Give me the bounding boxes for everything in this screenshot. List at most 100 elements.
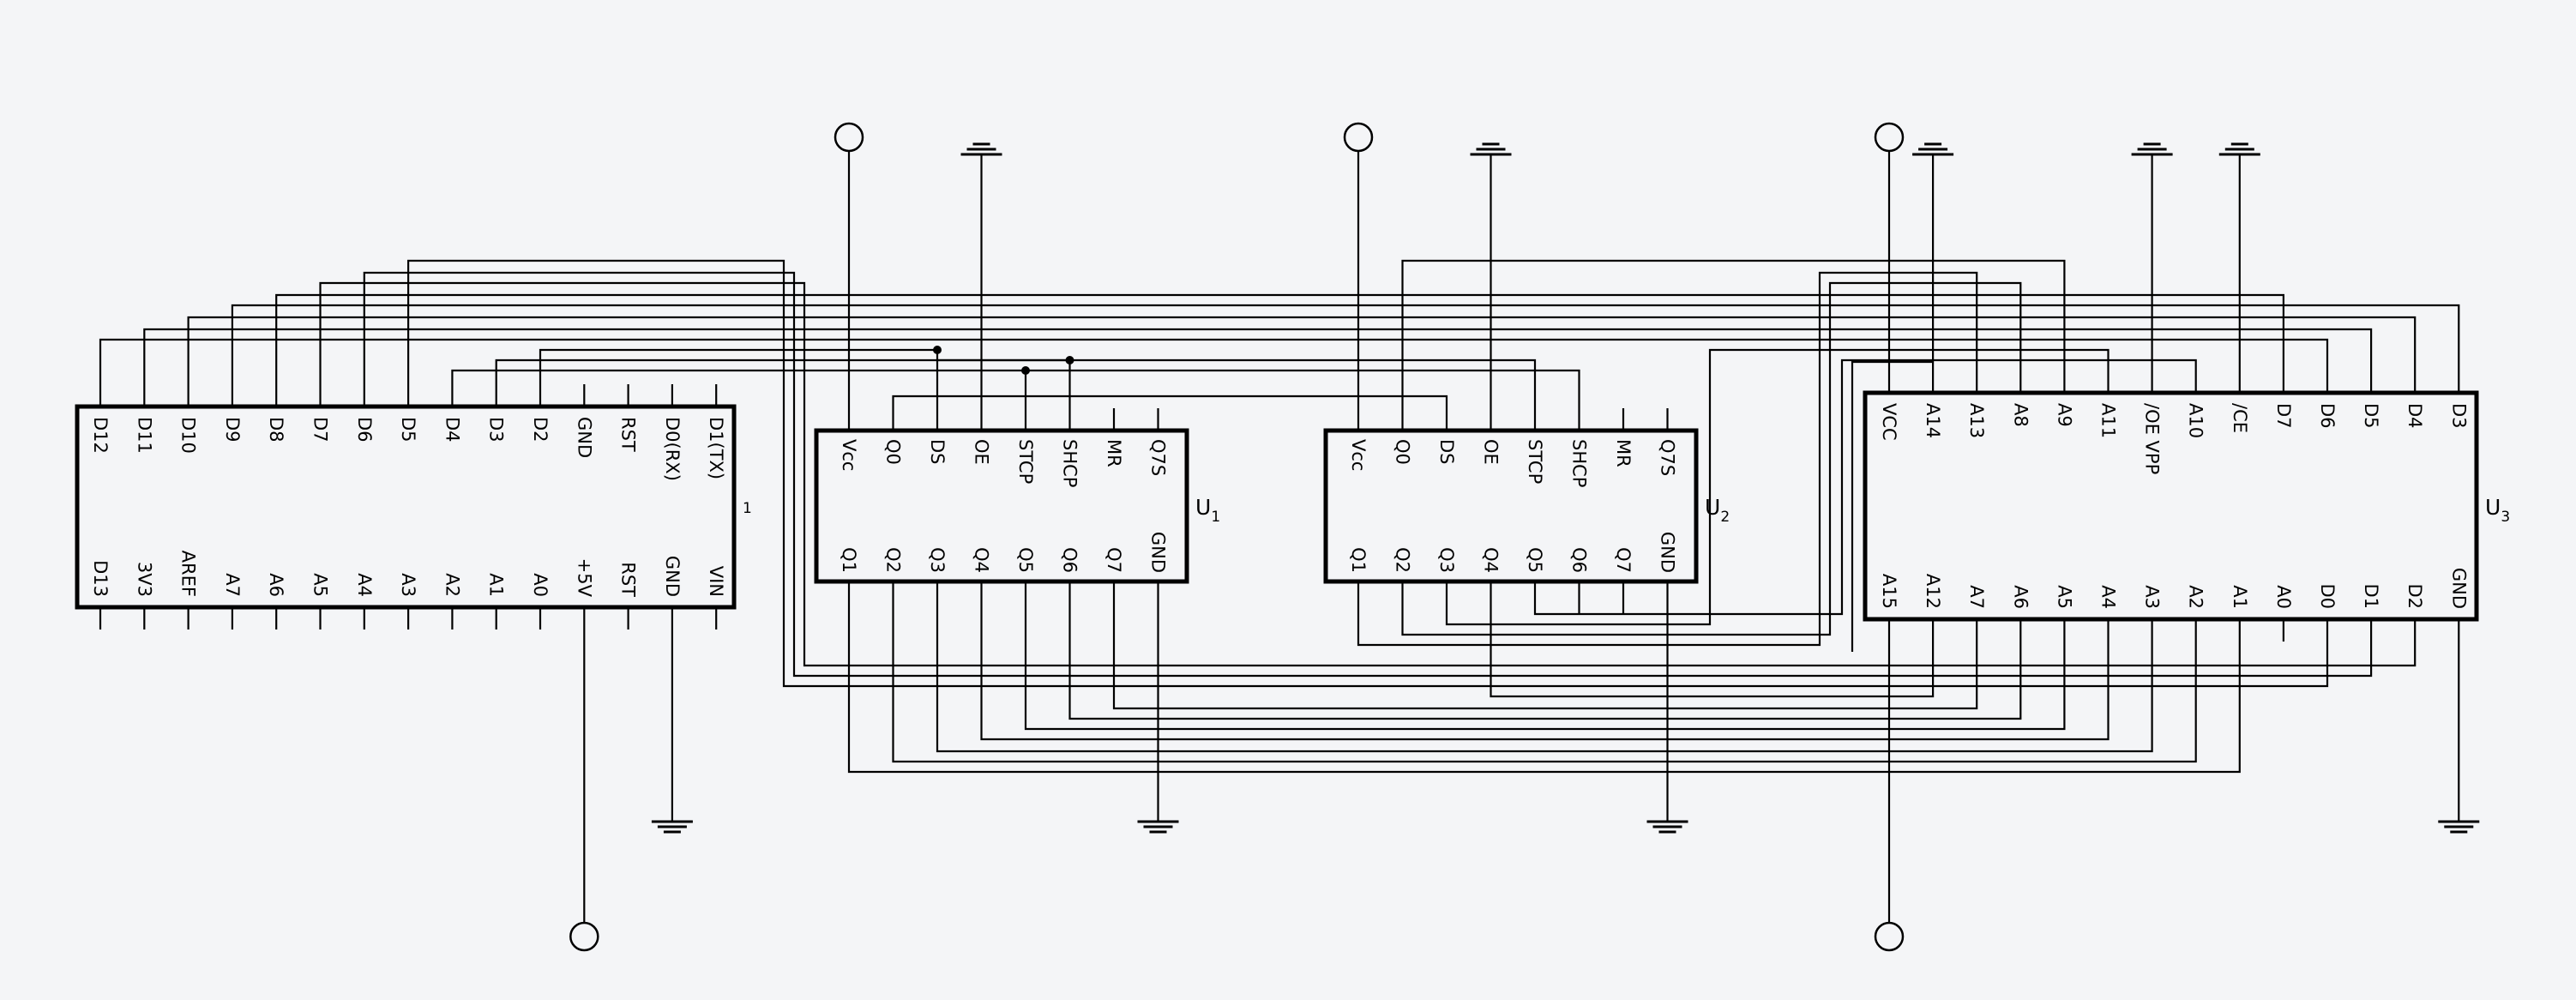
u3-top-pin-label: D3 xyxy=(2448,403,2469,429)
wire-u2-q4 xyxy=(1490,604,1935,698)
arduino-bottom-pin-label: RST xyxy=(618,562,639,597)
u1-bottom-pin-label: Q6 xyxy=(1060,547,1080,573)
arduino-bottom-pin-label: A6 xyxy=(266,573,286,597)
u3-top-pin-label: D6 xyxy=(2317,403,2338,429)
u3-bottom-pin-label: D0 xyxy=(2317,583,2338,609)
wire-u2-q5 xyxy=(1533,358,2197,616)
u3-top-pin-label: A8 xyxy=(2010,403,2031,427)
u1-top-pin-label: OE xyxy=(972,439,992,465)
u2-bottom-pin-label: Q2 xyxy=(1393,547,1413,573)
u3-top-pin-label: A10 xyxy=(2186,403,2206,438)
u2-top-pin-label: Vcc xyxy=(1348,439,1369,471)
arduino-bottom-pin-label: A4 xyxy=(354,573,375,597)
eeprom-u3-body xyxy=(1863,390,2479,622)
u2-designator: U2 xyxy=(1705,495,1730,526)
wire-u2-q0 xyxy=(1401,259,2066,408)
ground-u2-icon xyxy=(1646,820,1688,834)
u1-top-pin-label: Q7S xyxy=(1148,439,1169,476)
u1-top-pin-label: SHCP xyxy=(1060,439,1080,487)
u3-bottom-pin-label: A4 xyxy=(2098,585,2119,609)
shift-register-u2-body xyxy=(1323,428,1699,584)
power-symbols xyxy=(569,122,2480,952)
arduino-top-pin-label: D8 xyxy=(266,417,286,443)
wire-u1-q5 xyxy=(1024,604,2066,731)
ground-u3-ce-icon xyxy=(2218,142,2260,156)
wire-d6-d1 xyxy=(363,271,2373,678)
wires xyxy=(99,151,2460,923)
arduino-bottom-pin-label: GND xyxy=(662,556,683,597)
wire-d3-shcp xyxy=(495,358,1071,408)
wire-u2-q3 xyxy=(1445,348,2110,626)
arduino-bottom-pin-label: A2 xyxy=(442,573,462,597)
u3-bottom-pin-label: A12 xyxy=(1923,574,1943,609)
u2-top-pin-label: MR xyxy=(1613,439,1634,467)
junction-dot xyxy=(933,346,942,354)
u1-bottom-pin-label: GND xyxy=(1148,532,1169,573)
arduino-top-pin-label: D6 xyxy=(354,417,375,443)
wire-u1-q1 xyxy=(847,604,2241,774)
u3-top-pin-label: VCC xyxy=(1879,403,1899,441)
junction-dots xyxy=(933,346,1074,375)
u2-bottom-pin-label: Q3 xyxy=(1436,547,1457,573)
u3-bottom-pin-label: A1 xyxy=(2230,585,2250,609)
arduino-bottom-pin-label: A1 xyxy=(486,573,507,597)
arduino-bottom-pin-label: AREF xyxy=(178,551,199,597)
u3-bottom-pin-label: D1 xyxy=(2361,583,2381,609)
u3-top-pin-label: A14 xyxy=(1923,403,1943,438)
u3-top-pin-label: A13 xyxy=(1966,403,1987,438)
u2-top-pin-label: STCP xyxy=(1525,439,1545,484)
u3-bottom-pin-label: A7 xyxy=(1966,585,1987,609)
arduino-top-pin-label: D9 xyxy=(222,417,243,443)
arduino-top-pin-label: RST xyxy=(618,417,639,452)
wire-u2-a13 xyxy=(1851,360,1934,652)
u1-top-pin-label: Q0 xyxy=(883,439,904,465)
pin-labels: D12 D11 D10 D9 D8 D7 D6 D5 D4 D3 D2 GND RST D0(RX) D1(… xyxy=(90,403,2469,609)
arduino-top-pin-label: D4 xyxy=(442,417,462,443)
ground-u2-oe-icon xyxy=(1470,142,1512,156)
arduino-top-pin-label: D10 xyxy=(178,417,199,454)
u3-top-pin-label: A9 xyxy=(2054,403,2074,427)
u2-top-pin-label: DS xyxy=(1436,439,1457,465)
wire-d7-d2 xyxy=(319,281,2417,667)
vcc-supply-u1-icon xyxy=(834,122,864,153)
wire-d8-d7 xyxy=(275,293,2284,384)
u2-bottom-pin-label: GND xyxy=(1658,532,1678,573)
u2-bottom-pin-label: Q7 xyxy=(1613,547,1634,573)
vcc-supply-a15-icon xyxy=(1874,921,1905,952)
u3-bottom-pin-label: A2 xyxy=(2186,585,2206,609)
arduino-top-pin-label: D5 xyxy=(398,417,418,443)
u3-bottom-pin-label: A15 xyxy=(1879,574,1899,609)
ground-u1-oe-icon xyxy=(960,142,1002,156)
wire-shcp-u2 xyxy=(1026,369,1580,408)
u2-top-pin-label: SHCP xyxy=(1569,439,1590,487)
wire-d2-ds xyxy=(539,348,939,408)
u2-bottom-pin-label: Q4 xyxy=(1481,547,1502,573)
arduino-top-pin-label: D12 xyxy=(90,417,111,454)
u2-top-pin-label: Q0 xyxy=(1393,439,1413,465)
pin-stubs xyxy=(99,370,2460,642)
u2-bottom-pin-label: Q5 xyxy=(1525,547,1545,573)
arduino-top-pin-label: D11 xyxy=(134,417,154,454)
u1-top-pin-label: STCP xyxy=(1015,439,1036,484)
arduino-top-pin-label: D3 xyxy=(486,417,507,443)
arduino-top-pin-label: GND xyxy=(574,417,594,458)
vcc-supply-u2-icon xyxy=(1343,122,1374,153)
u1-bottom-pin-label: Q3 xyxy=(927,547,948,573)
arduino-bottom-pin-label: A3 xyxy=(398,573,418,597)
arduino-bottom-pin-label: +5V xyxy=(574,558,594,598)
arduino-bottom-pin-label: A7 xyxy=(222,573,243,597)
wire-d9-d3 xyxy=(231,304,2460,384)
shift-register-u1-body xyxy=(814,428,1189,584)
u3-top-pin-label: D7 xyxy=(2273,403,2294,429)
u3-bottom-pin-label: A3 xyxy=(2142,585,2163,609)
u1-bottom-pin-label: Q4 xyxy=(972,547,992,573)
u3-top-pin-label: D5 xyxy=(2361,403,2381,429)
u2-bottom-pin-label: Q1 xyxy=(1348,547,1369,573)
wire-d12-d6 xyxy=(99,338,2329,384)
u3-top-pin-label: D4 xyxy=(2404,403,2425,429)
wire-d5-d0 xyxy=(407,259,2329,688)
arduino-top-pin-label: D7 xyxy=(310,417,331,443)
u3-bottom-pin-label: A5 xyxy=(2054,585,2074,609)
u1-top-pin-label: Vcc xyxy=(839,439,859,471)
wire-d4-stcp xyxy=(451,369,1027,408)
